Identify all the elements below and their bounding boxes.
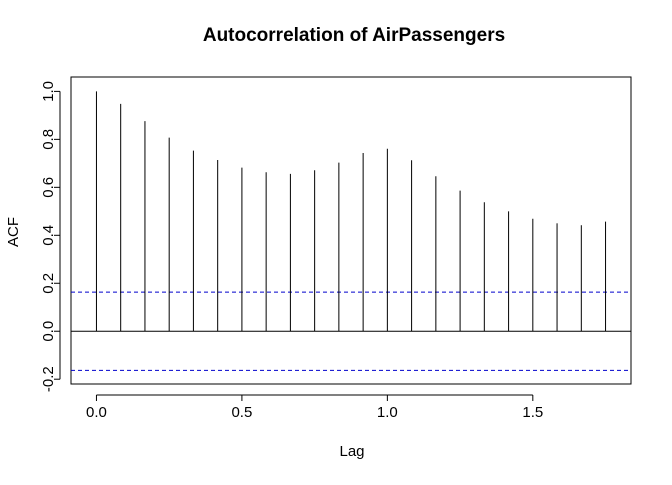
y-tick-label: 0.0 xyxy=(40,321,57,342)
x-tick-label: 0.0 xyxy=(86,404,107,421)
chart-title: Autocorrelation of AirPassengers xyxy=(203,25,505,46)
y-tick-label: 0.2 xyxy=(40,273,57,294)
x-tick-label: 1.0 xyxy=(377,404,398,421)
y-tick-label: 0.6 xyxy=(40,177,57,198)
y-tick-label: 0.4 xyxy=(40,225,57,246)
x-axis: 0.0 0.5 1.0 1.5 xyxy=(86,394,543,421)
x-tick-label: 1.5 xyxy=(522,404,543,421)
acf-spikes xyxy=(95,91,607,332)
confidence-bounds xyxy=(71,291,631,371)
y-tick-label: -0.2 xyxy=(40,366,57,392)
x-axis-label: Lag xyxy=(339,443,364,460)
y-axis-label: ACF xyxy=(5,217,22,247)
y-tick-label: 1.0 xyxy=(40,81,57,102)
plot-frame xyxy=(70,76,632,385)
x-tick-label: 0.5 xyxy=(231,404,252,421)
y-tick-label: 0.8 xyxy=(40,129,57,150)
y-axis: -0.2 0.0 0.2 0.4 0.6 0.8 1.0 xyxy=(40,81,61,392)
